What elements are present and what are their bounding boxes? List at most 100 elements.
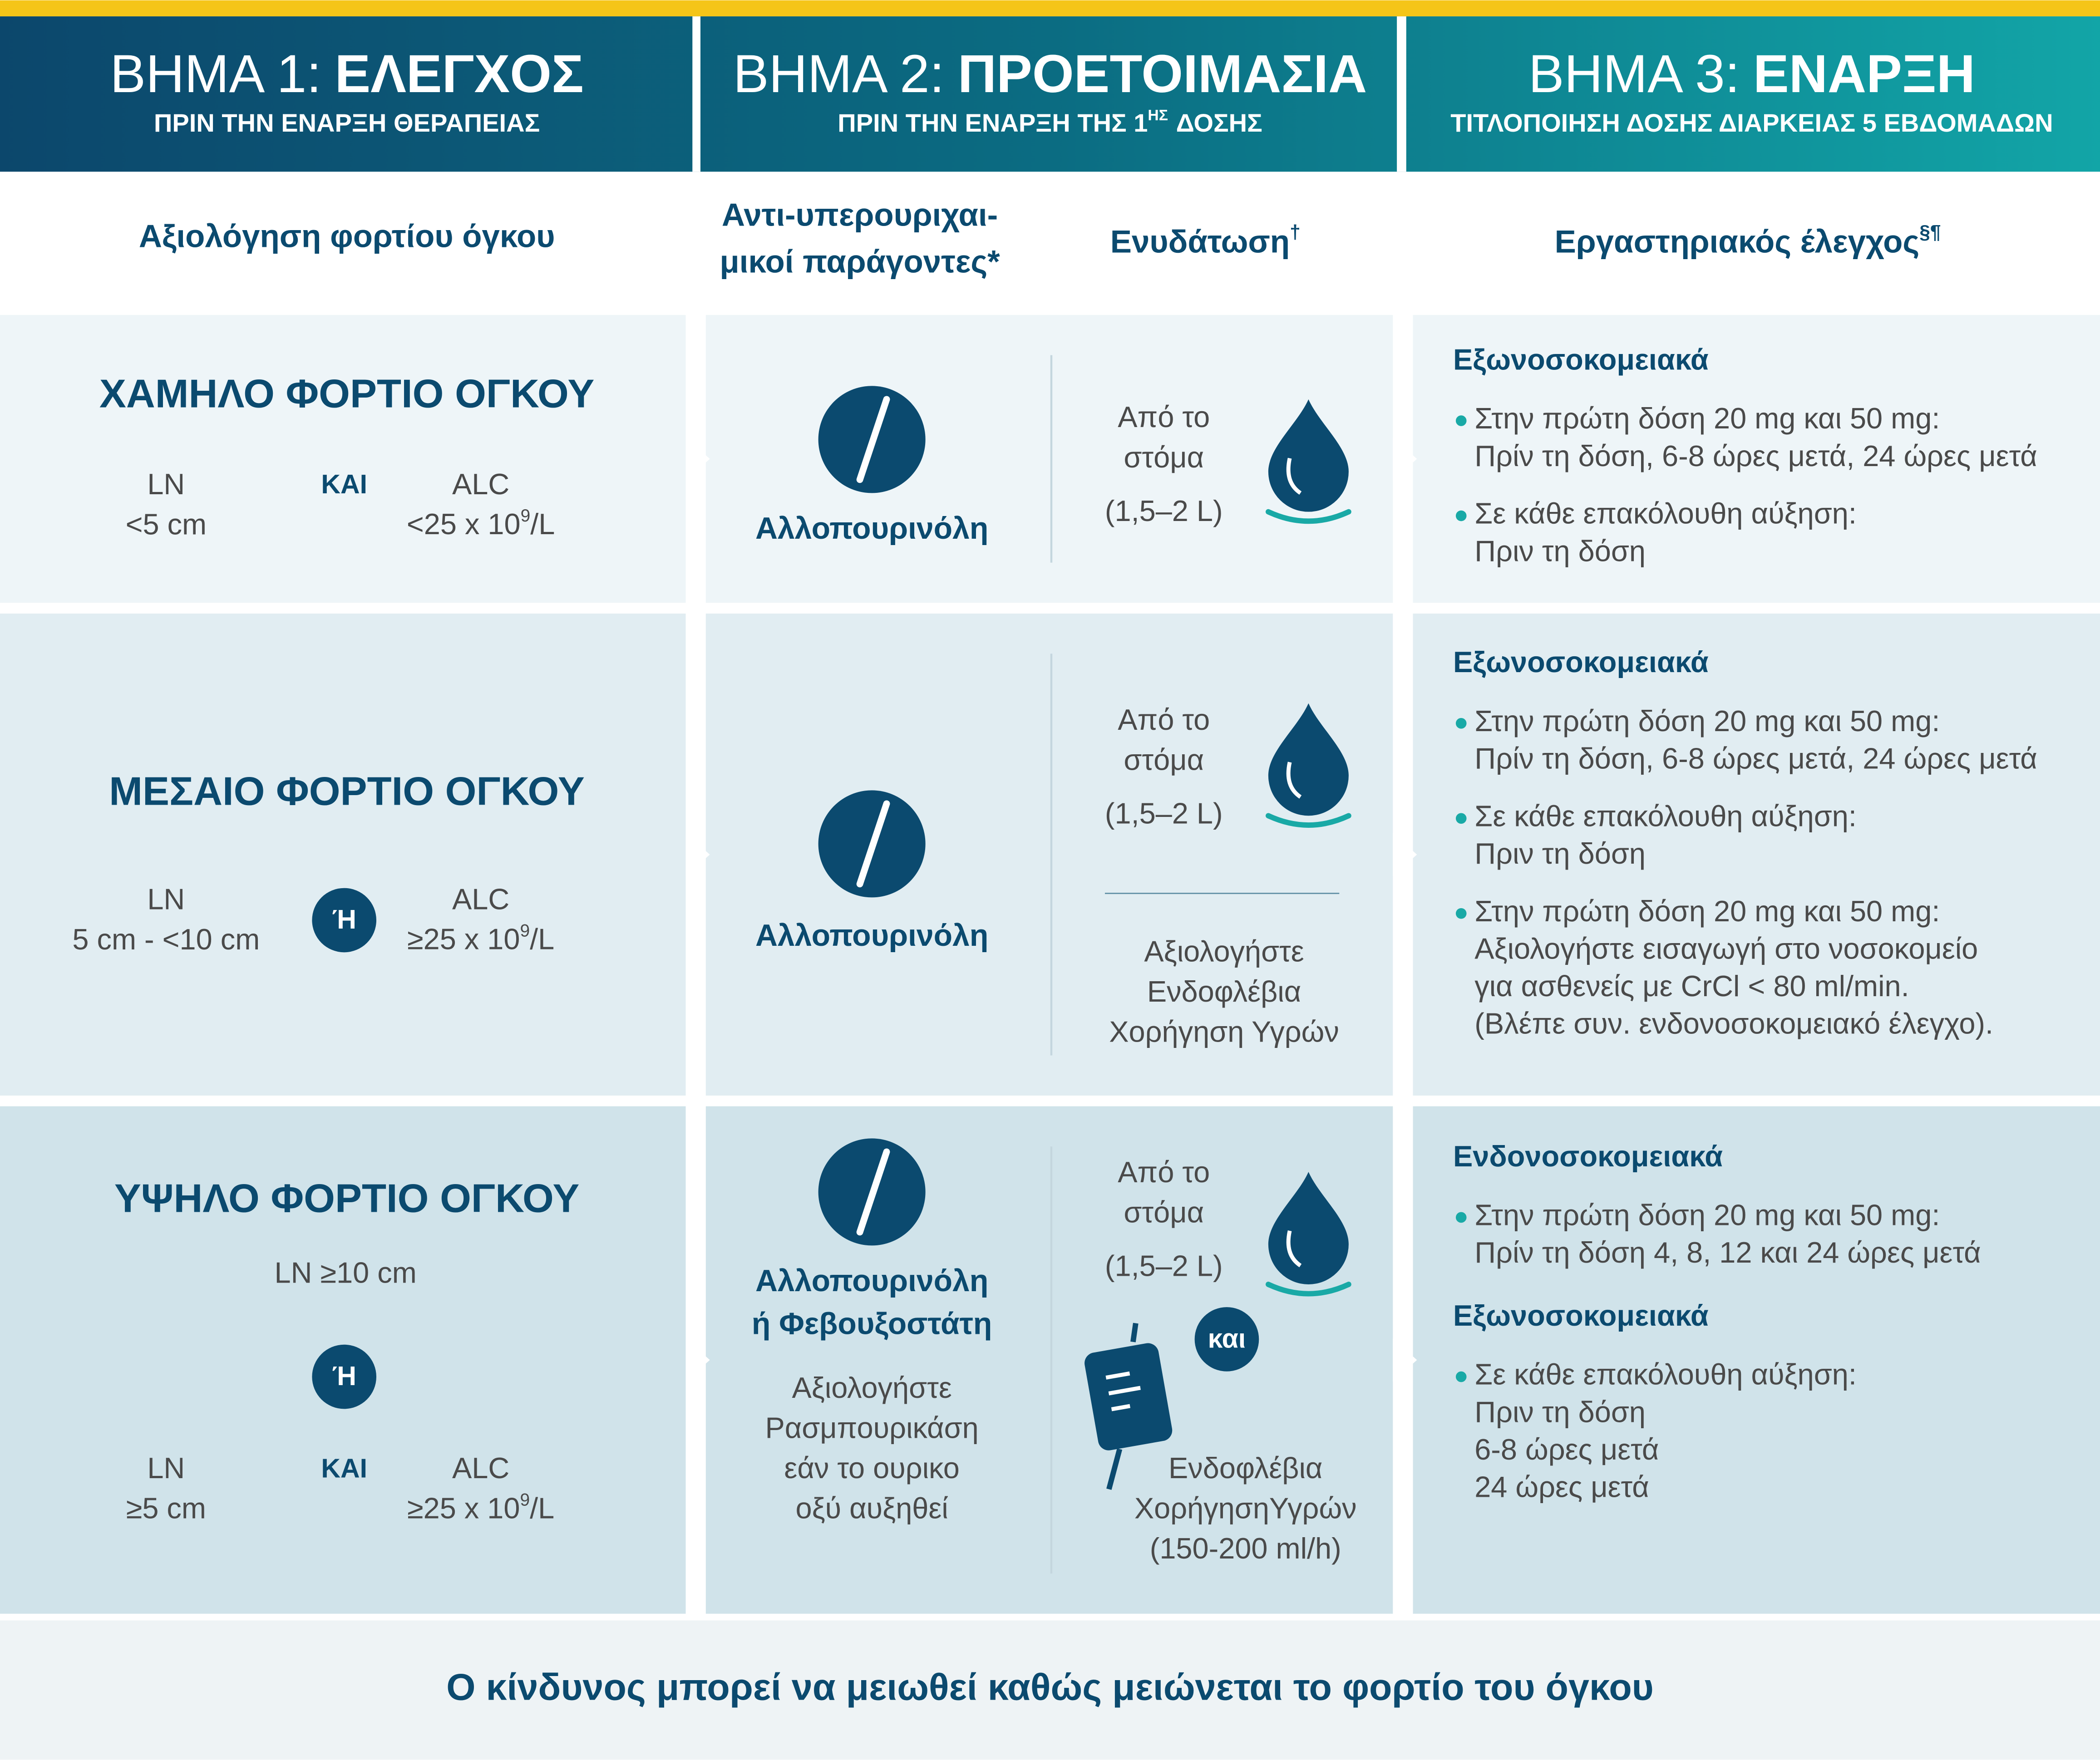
step-arrow: [1393, 1338, 1417, 1381]
lab-text: 6-8 ώρες μετά: [1474, 1433, 1659, 1466]
criterion: LN ≥10 cm: [275, 1256, 417, 1289]
column-header: Αντι-υπερουριχαι-: [722, 197, 998, 233]
header-gap: [692, 16, 700, 172]
agent-note: εάν το ουρικο: [784, 1451, 959, 1485]
lab-text: Σε κάθε επακόλουθη αύξηση:: [1474, 497, 1857, 530]
column-header-part: §¶: [1919, 221, 1941, 243]
step-subtitle-part: ΠΡΙΝ ΤΗΝ ΕΝΑΡΞΗ ΘΕΡΑΠΕΙΑΣ: [154, 108, 540, 137]
criterion-value: ≥25 x 109/L: [407, 1490, 554, 1524]
hydration-text: Χορήγηση Υγρών: [1109, 1015, 1339, 1048]
hydration-text: Ενδοφλέβια: [1168, 1451, 1322, 1485]
column-header-part: Εργαστηριακός έλεγχος: [1555, 224, 1920, 260]
hydration-text: (1,5–2 L): [1105, 797, 1223, 830]
criterion-value-part: 9: [520, 921, 530, 940]
step-subtitle: ΠΡΙΝ ΤΗΝ ΕΝΑΡΞΗ ΘΕΡΑΠΕΙΑΣ: [154, 108, 540, 137]
drop-ripple: [1265, 813, 1351, 828]
hydration-text: Από το: [1118, 400, 1210, 433]
step-arrow: [685, 833, 710, 876]
step-title-part: ΒΗΜΑ 1:: [110, 44, 321, 104]
lab-text: Στην πρώτη δόση 20 mg και 50 mg:: [1474, 402, 1940, 435]
iv-tube: [1106, 1322, 1139, 1490]
step-subtitle: ΠΡΙΝ ΤΗΝ ΕΝΑΡΞΗ ΤΗΣ 1ΗΣ ΔΟΣΗΣ: [838, 107, 1262, 137]
criterion-value-part: 9: [521, 506, 531, 526]
connector-badge: [312, 888, 377, 953]
connector-label: Ή: [332, 1361, 356, 1391]
step-title: ΒΗΜΑ 2: ΠΡΟΕΤΟΙΜΑΣΙΑ: [733, 44, 1367, 104]
criterion-value-part: /L: [530, 1492, 554, 1525]
drop-icon: [1268, 1172, 1349, 1284]
hydration-text: Από το: [1118, 703, 1210, 736]
bullet: [1455, 813, 1467, 824]
column-header: Αξιολόγηση φορτίου όγκου: [139, 219, 555, 255]
connector-label: ΚΑΙ: [321, 1454, 367, 1484]
header-band: [0, 16, 2100, 172]
criterion-label: ALC: [452, 467, 509, 501]
row-cell: [1413, 315, 2100, 603]
lab-text: Πρίν τη δόση 4, 8, 12 και 24 ώρες μετά: [1474, 1236, 1981, 1269]
hydration-text: Αξιολογήστε: [1144, 934, 1304, 968]
step-arrow: [1393, 833, 1417, 876]
drop-ripple: [1265, 509, 1351, 524]
hydration-text: Ενδοφλέβια: [1147, 975, 1301, 1008]
step-subtitle-part: ΗΣ: [1148, 107, 1168, 124]
criterion-value-part: ≥25 x 10: [407, 1492, 520, 1525]
row-title: ΧΑΜΗΛΟ ΦΟΡΤΙΟ ΟΓΚΟΥ: [99, 371, 595, 416]
bullet: [1455, 1371, 1467, 1382]
criterion-label: LN: [147, 1451, 185, 1485]
step-arrow: [685, 437, 710, 481]
step-arrow: [1393, 437, 1417, 481]
criterion-label: ALC: [452, 1451, 509, 1485]
criterion-value-part: <25 x 10: [407, 507, 521, 541]
row-title: ΥΨΗΛΟ ΦΟΡΤΙΟ ΟΓΚΟΥ: [114, 1175, 579, 1220]
criterion-value-part: /L: [530, 507, 555, 541]
criterion-value-part: /L: [530, 923, 554, 956]
lab-text: Πριν τη δόση: [1474, 534, 1646, 567]
bullet: [1455, 1212, 1467, 1223]
step-title: ΒΗΜΑ 3: ΕΝΑΡΞΗ: [1528, 44, 1975, 104]
step-arrow: [685, 1338, 710, 1381]
bullet: [1455, 510, 1467, 521]
agent-note: οξύ αυξηθεί: [795, 1492, 948, 1525]
criterion-label: LN: [147, 882, 185, 915]
hydration-text: ΧορήγησηΥγρών: [1134, 1492, 1357, 1525]
lab-heading: Εξωνοσοκομειακά: [1453, 343, 1709, 376]
lab-text: Αξιολογήστε εισαγωγή στο νοσοκομείο: [1474, 932, 1978, 965]
agent-name: Αλλοπουρινόλη: [755, 1264, 988, 1298]
step-title-part: ΕΝΑΡΞΗ: [1753, 44, 1975, 104]
step-title-part: ΠΡΟΕΤΟΙΜΑΣΙΑ: [958, 44, 1367, 104]
criterion-value: ≥25 x 109/L: [407, 921, 554, 955]
lab-text: Σε κάθε επακόλουθη αύξηση:: [1474, 799, 1857, 832]
hydration-text: στόμα: [1124, 743, 1204, 777]
lab-text: Στην πρώτη δόση 20 mg και 50 mg:: [1474, 704, 1940, 737]
lab-heading: Ενδονοσοκομειακά: [1453, 1140, 1723, 1173]
step-title-part: ΒΗΜΑ 2:: [733, 44, 945, 104]
step-subtitle-part: ΔΟΣΗΣ: [1176, 108, 1262, 137]
step-title-part: ΕΛΕΓΧΟΣ: [335, 44, 584, 104]
connector-label: Ή: [332, 905, 356, 934]
hydration-text: (150-200 ml/h): [1150, 1532, 1341, 1565]
bullet: [1455, 908, 1467, 919]
drop-icon: [1268, 399, 1349, 512]
lab-text: Στην πρώτη δόση 20 mg και 50 mg:: [1474, 1199, 1940, 1232]
lab-heading: Εξωνοσοκομειακά: [1453, 1299, 1709, 1332]
criterion-value: <5 cm: [126, 507, 207, 541]
agent-note: Ρασμπουρικάση: [765, 1411, 978, 1445]
connector-badge: [1194, 1307, 1259, 1372]
drop-shine: [1286, 457, 1302, 495]
row-cell: [1413, 1106, 2100, 1614]
agent-name: Αλλοπουρινόλη: [755, 511, 988, 546]
column-header: Εργαστηριακός έλεγχος§¶: [1555, 221, 1941, 260]
connector-badge: [312, 1344, 377, 1409]
hydration-text: Από το: [1118, 1155, 1210, 1189]
drop-icon: [1268, 703, 1349, 816]
criterion-value: <25 x 109/L: [407, 506, 555, 541]
lab-text: Στην πρώτη δόση 20 mg και 50 mg:: [1474, 895, 1940, 928]
agent-name: ή Φεβουξοστάτη: [752, 1307, 992, 1341]
bullet: [1455, 718, 1467, 729]
row-cell: [1413, 613, 2100, 1096]
step-subtitle-part: ΤΙΤΛΟΠΟΙΗΣΗ ΔΟΣΗΣ ΔΙΑΡΚΕΙΑΣ 5 ΕΒΔΟΜΑΔΩΝ: [1450, 108, 2053, 137]
footer-band: [0, 1620, 2100, 1760]
footer-text: Ο κίνδυνος μπορεί να μειωθεί καθώς μειών…: [446, 1666, 1653, 1708]
